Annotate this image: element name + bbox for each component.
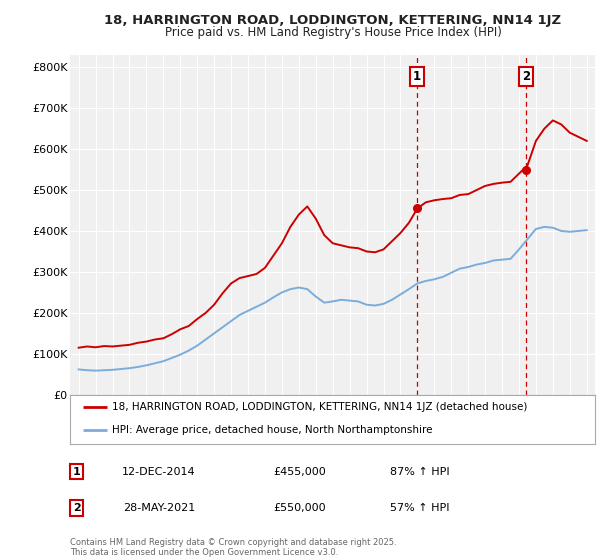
Text: £550,000: £550,000 [274, 503, 326, 513]
Text: 87% ↑ HPI: 87% ↑ HPI [390, 466, 450, 477]
Text: 28-MAY-2021: 28-MAY-2021 [123, 503, 195, 513]
Text: 1: 1 [412, 70, 421, 83]
Text: 12-DEC-2014: 12-DEC-2014 [122, 466, 196, 477]
Text: Price paid vs. HM Land Registry's House Price Index (HPI): Price paid vs. HM Land Registry's House … [164, 26, 502, 39]
Text: 2: 2 [73, 503, 80, 513]
Text: 57% ↑ HPI: 57% ↑ HPI [390, 503, 450, 513]
Text: HPI: Average price, detached house, North Northamptonshire: HPI: Average price, detached house, Nort… [112, 425, 433, 435]
Text: Contains HM Land Registry data © Crown copyright and database right 2025.
This d: Contains HM Land Registry data © Crown c… [70, 538, 397, 557]
Text: 1: 1 [73, 466, 80, 477]
Text: 18, HARRINGTON ROAD, LODDINGTON, KETTERING, NN14 1JZ (detached house): 18, HARRINGTON ROAD, LODDINGTON, KETTERI… [112, 402, 527, 412]
Text: 18, HARRINGTON ROAD, LODDINGTON, KETTERING, NN14 1JZ: 18, HARRINGTON ROAD, LODDINGTON, KETTERI… [104, 14, 562, 27]
Text: 2: 2 [522, 70, 530, 83]
Text: £455,000: £455,000 [274, 466, 326, 477]
